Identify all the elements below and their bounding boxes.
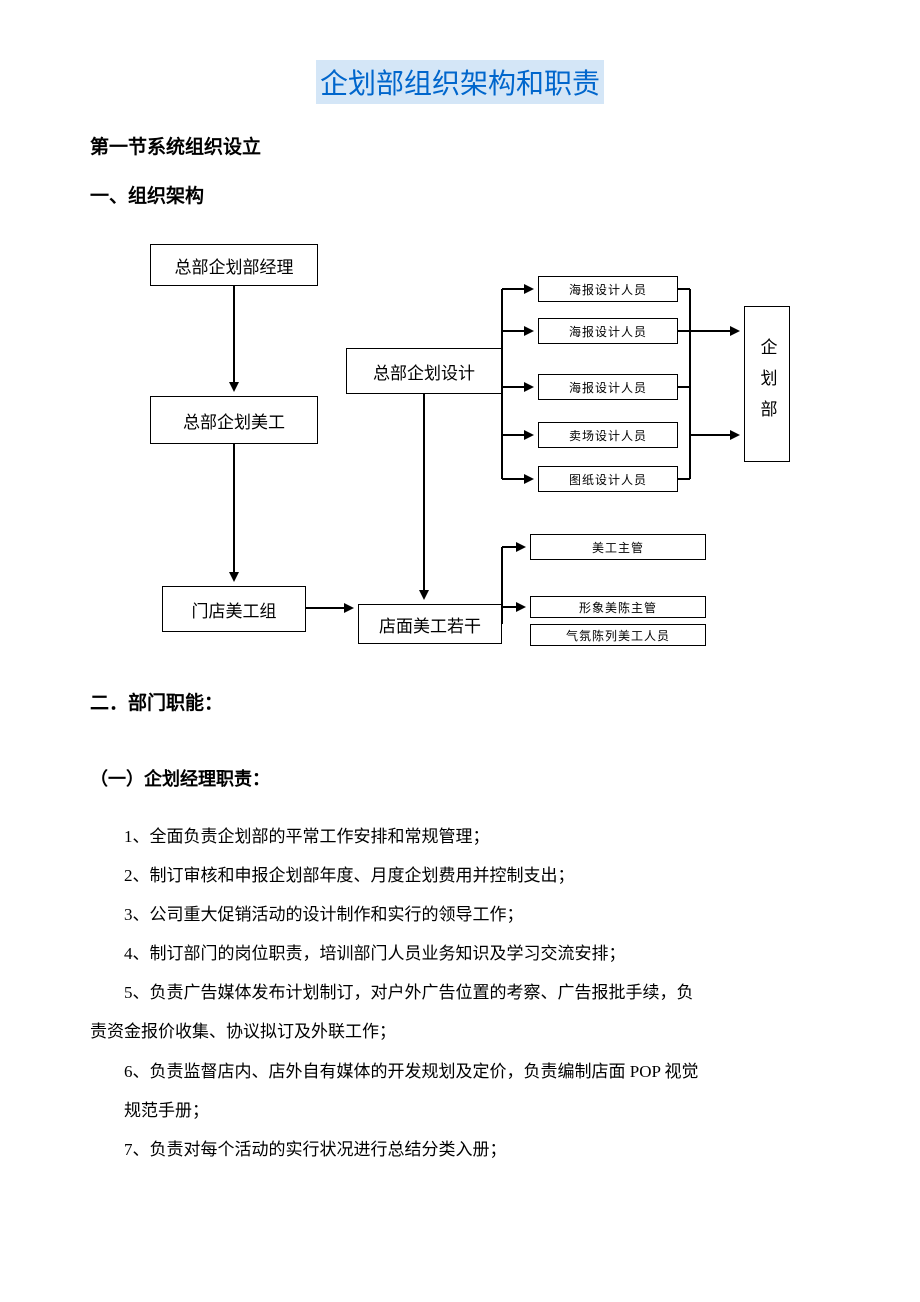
- org-node-r3: 海报设计人员: [538, 374, 678, 400]
- resp-item: 2、制订审核和申报企划部年度、月度企划费用并控制支出；: [90, 856, 830, 895]
- arrow-head-icon: [229, 572, 239, 582]
- resp-item: 规范手册；: [90, 1091, 830, 1130]
- connector-stub: [678, 386, 690, 387]
- org-node-s3: 气氛陈列美工人员: [530, 624, 706, 646]
- connector-line: [502, 478, 526, 479]
- org-node-s2: 形象美陈主管: [530, 596, 706, 618]
- resp-item: 4、制订部门的岗位职责，培训部门人员业务知识及学习交流安排；: [90, 934, 830, 973]
- arrow-head-icon: [730, 326, 740, 336]
- org-node-r2: 海报设计人员: [538, 318, 678, 344]
- connector-vline: [689, 289, 690, 479]
- connector-stub: [678, 478, 690, 479]
- connector-line: [233, 444, 234, 574]
- resp-item: 6、负责监督店内、店外自有媒体的开发规划及定价，负责编制店面 POP 视觉: [90, 1052, 830, 1091]
- org-node-s1: 美工主管: [530, 534, 706, 560]
- connector-line: [678, 330, 732, 331]
- connector-line: [423, 394, 424, 592]
- arrow-head-icon: [524, 430, 534, 440]
- org-node-design: 总部企划设计: [346, 348, 502, 394]
- func-heading: 二．部门职能：: [90, 688, 830, 715]
- resp-item: 责资金报价收集、协议拟订及外联工作；: [90, 1012, 830, 1051]
- connector-line: [690, 434, 732, 435]
- org-node-r5: 图纸设计人员: [538, 466, 678, 492]
- arrow-head-icon: [524, 474, 534, 484]
- org-node-storeArt: 门店美工组: [162, 586, 306, 632]
- resp-1-heading: （一）企划经理职责：: [90, 765, 830, 791]
- page-title: 企划部组织架构和职责: [316, 60, 604, 104]
- resp-item: 7、负责对每个活动的实行状况进行总结分类入册；: [90, 1130, 830, 1169]
- resp-item: 1、全面负责企划部的平常工作安排和常规管理；: [90, 817, 830, 856]
- arrow-head-icon: [730, 430, 740, 440]
- arrow-head-icon: [229, 382, 239, 392]
- connector-stub: [678, 288, 690, 289]
- arrow-head-icon: [524, 382, 534, 392]
- arrow-head-icon: [524, 284, 534, 294]
- connector-vline: [501, 371, 502, 479]
- connector-line: [306, 607, 346, 608]
- connector-line: [502, 386, 526, 387]
- org-node-storeStaff: 店面美工若干: [358, 604, 502, 644]
- connector-vline: [501, 547, 502, 624]
- connector-line: [502, 434, 526, 435]
- org-node-art: 总部企划美工: [150, 396, 318, 444]
- org-node-manager: 总部企划部经理: [150, 244, 318, 286]
- connector-line: [233, 286, 234, 384]
- resp-item: 5、负责广告媒体发布计划制订，对户外广告位置的考察、广告报批手续，负: [90, 973, 830, 1012]
- org-node-r4: 卖场设计人员: [538, 422, 678, 448]
- org-node-side: 企划部: [744, 306, 790, 462]
- connector-line: [502, 330, 526, 331]
- org-node-r1: 海报设计人员: [538, 276, 678, 302]
- arrow-head-icon: [524, 326, 534, 336]
- arrow-head-icon: [419, 590, 429, 600]
- org-chart: 总部企划部经理总部企划美工总部企划设计门店美工组 店面美工若干 海报设计人员海报设计…: [90, 226, 830, 666]
- resp-1-list: 1、全面负责企划部的平常工作安排和常规管理；2、制订审核和申报企划部年度、月度企…: [90, 817, 830, 1169]
- arrow-head-icon: [516, 602, 526, 612]
- org-heading: 一、组织架构: [90, 181, 830, 208]
- arrow-head-icon: [344, 603, 354, 613]
- section-1-heading: 第一节系统组织设立: [90, 132, 830, 159]
- resp-item: 3、公司重大促销活动的设计制作和实行的领导工作；: [90, 895, 830, 934]
- arrow-head-icon: [516, 542, 526, 552]
- connector-line: [502, 288, 526, 289]
